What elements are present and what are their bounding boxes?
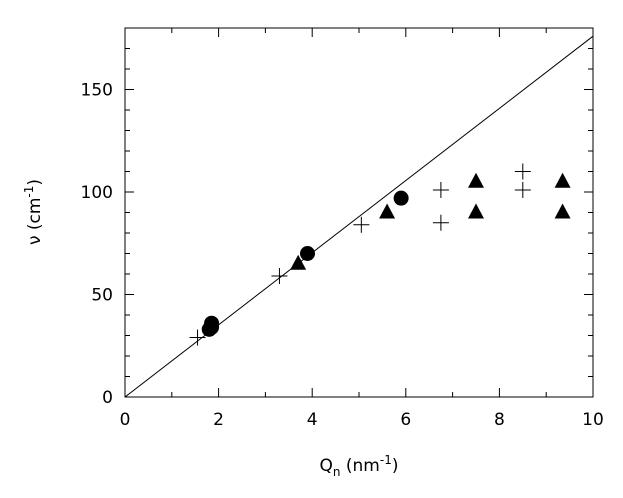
- x-tick-label: 10: [582, 410, 604, 430]
- reference-line: [124, 35, 594, 398]
- axis-ticks: [124, 27, 594, 398]
- x-axis-label: Qn (nm-1): [320, 453, 399, 479]
- x-axis-label-sub: n: [333, 465, 341, 479]
- y-axis-label-sup: -1: [22, 186, 36, 198]
- x-tick-label: 6: [400, 410, 411, 430]
- triangle-marker: [554, 203, 571, 219]
- x-axis-label-close: ): [392, 456, 399, 476]
- x-tick-label: 2: [213, 410, 224, 430]
- triangle-marker: [468, 203, 484, 219]
- x-axis-label-unit: (nm: [341, 456, 380, 476]
- x-axis-label-sup: -1: [380, 453, 392, 467]
- circle-marker: [393, 190, 409, 206]
- plus-marker: [353, 216, 370, 233]
- y-tick-label: 100: [81, 183, 113, 203]
- triangle-marker: [554, 172, 571, 188]
- y-tick-label: 50: [91, 286, 113, 306]
- y-tick-label: 0: [102, 388, 113, 408]
- y-axis-label-base: ν (cm: [25, 198, 45, 245]
- plus-marker: [432, 181, 449, 198]
- plot-frame: [124, 27, 594, 398]
- x-axis-label-base: Q: [320, 456, 333, 476]
- x-tick-label: 0: [120, 410, 131, 430]
- triangle-marker: [468, 172, 484, 188]
- plus-marker: [514, 181, 531, 198]
- plus-marker: [271, 268, 288, 285]
- plus-marker: [514, 163, 531, 180]
- y-axis-label-close: ): [25, 179, 45, 186]
- data-markers: [189, 163, 571, 346]
- triangle-marker: [290, 254, 307, 270]
- plus-marker: [189, 329, 206, 346]
- circle-marker: [204, 315, 220, 331]
- y-axis-label: ν (cm-1): [22, 179, 45, 245]
- x-tick-label: 8: [494, 410, 505, 430]
- plus-marker: [432, 214, 449, 231]
- x-tick-label: 4: [307, 410, 318, 430]
- circle-marker: [300, 246, 316, 261]
- triangle-marker: [379, 203, 396, 219]
- y-tick-label: 150: [81, 81, 113, 101]
